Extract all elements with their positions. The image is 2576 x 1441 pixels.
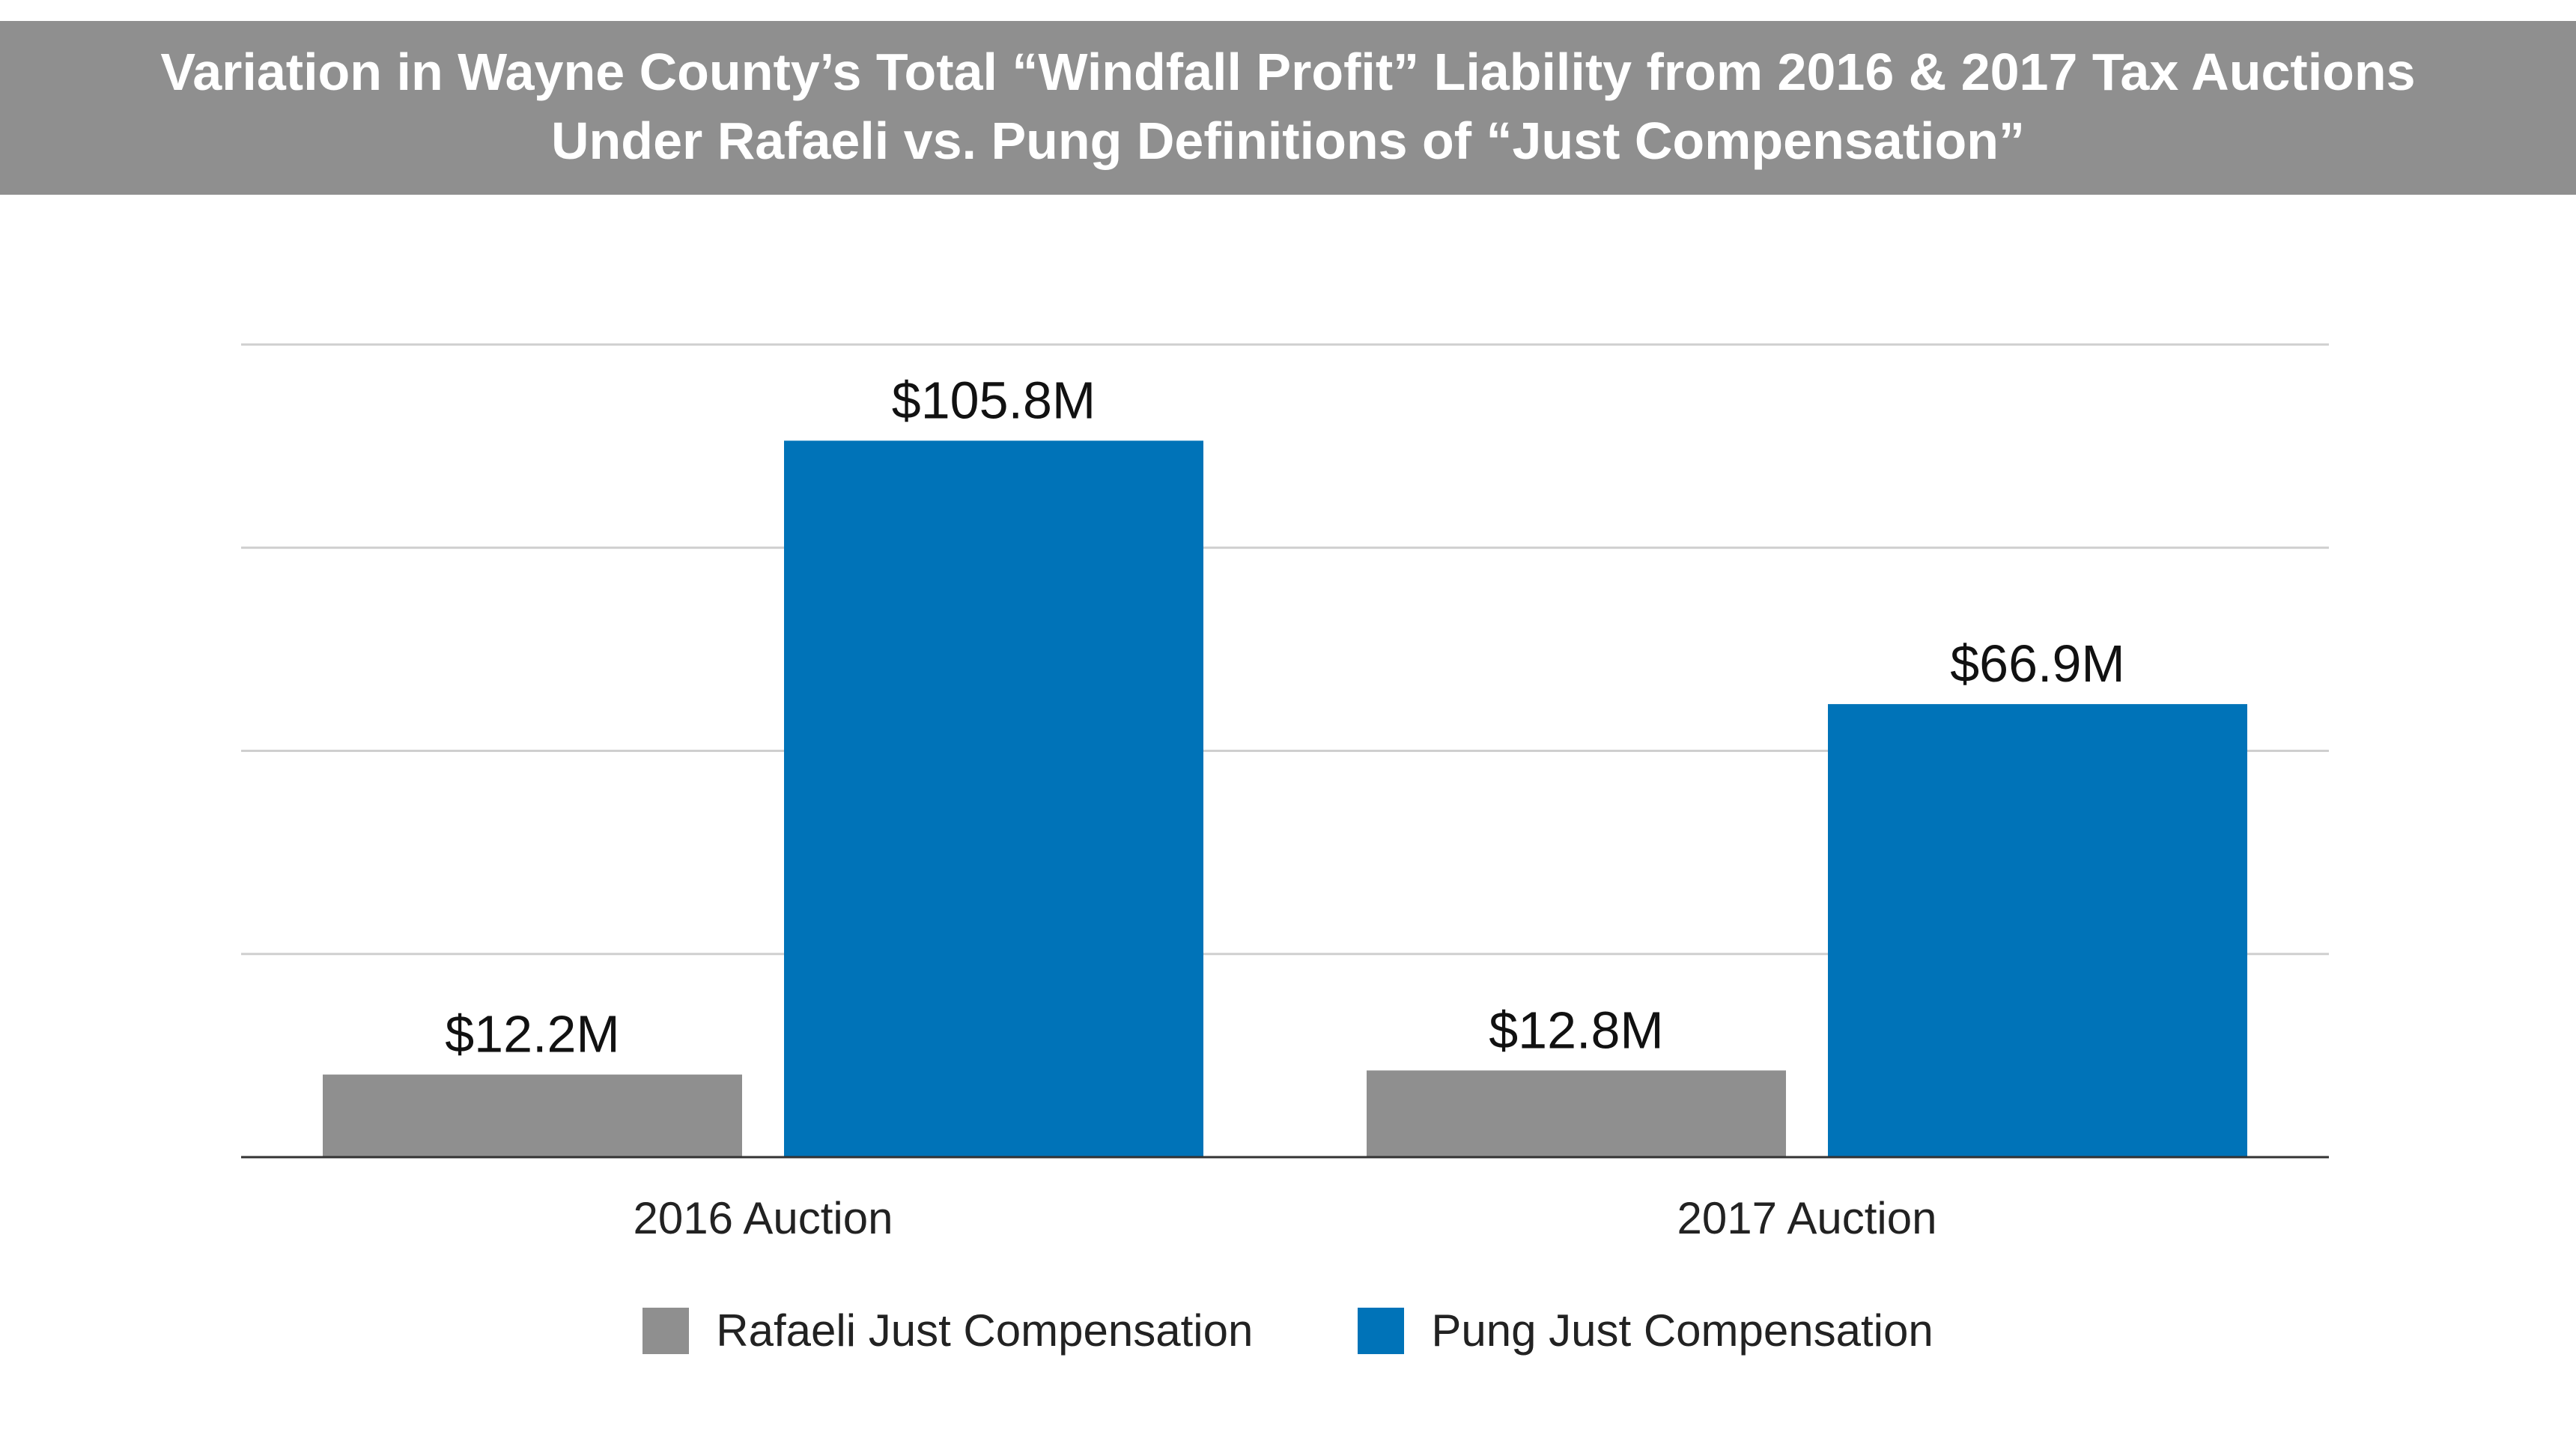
data-labels: $12.2M $105.8M $12.8M $66.9M	[445, 371, 2124, 1063]
x-axis: 2016 Auction 2017 Auction	[241, 1156, 2329, 1243]
bars	[323, 440, 2247, 1157]
data-label-pung-2016: $105.8M	[892, 371, 1096, 429]
data-label-rafaeli-2017: $12.8M	[1489, 1001, 1663, 1059]
chart-title-line-2: Under Rafaeli vs. Pung Definitions of “J…	[551, 112, 2025, 170]
chart-title-line-1: Variation in Wayne County’s Total “Windf…	[160, 43, 2416, 101]
bar-pung-2017	[1828, 704, 2247, 1157]
legend-label-rafaeli: Rafaeli Just Compensation	[716, 1305, 1254, 1356]
legend-item-pung: Pung Just Compensation	[1358, 1305, 1933, 1356]
x-tick-label-2016: 2016 Auction	[634, 1193, 893, 1243]
bar-rafaeli-2017	[1367, 1070, 1786, 1157]
title-banner: Variation in Wayne County’s Total “Windf…	[0, 21, 2576, 195]
bar-rafaeli-2016	[323, 1074, 742, 1157]
legend-swatch-pung	[1358, 1307, 1405, 1354]
data-label-rafaeli-2016: $12.2M	[445, 1005, 619, 1064]
x-tick-label-2017: 2017 Auction	[1677, 1193, 1937, 1243]
bar-pung-2016	[784, 440, 1203, 1157]
legend-swatch-rafaeli	[643, 1307, 690, 1354]
legend: Rafaeli Just Compensation Pung Just Comp…	[0, 1305, 2576, 1356]
legend-item-rafaeli: Rafaeli Just Compensation	[643, 1305, 1253, 1356]
legend-label-pung: Pung Just Compensation	[1431, 1305, 1933, 1356]
data-label-pung-2017: $66.9M	[1950, 634, 2124, 693]
